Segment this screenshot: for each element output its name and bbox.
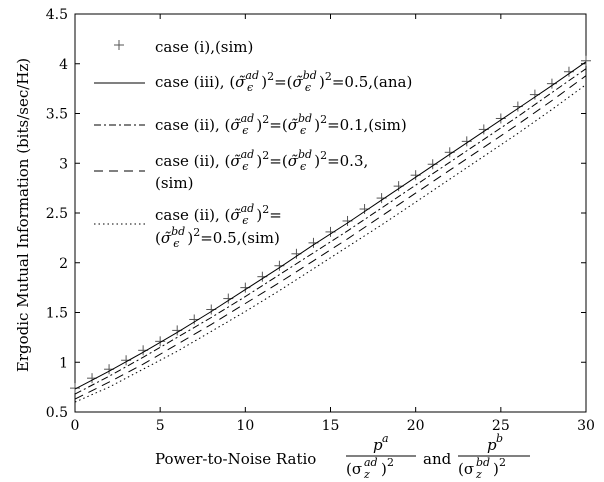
x-tick-label: 10 — [236, 418, 254, 434]
legend-text-case-i: case (i),(sim) — [155, 38, 253, 56]
legend-text-case-ii-0.3-line2: (sim) — [155, 174, 193, 192]
x-axis-label-text: Power-to-Noise Ratio — [155, 450, 316, 468]
frac1-den-close: ) — [381, 460, 387, 478]
y-tick-label: 4.5 — [46, 7, 68, 23]
legend-entry-case-ii-0.1: case (ii), (σ̃ad ϵ)2=(σ̃bd ϵ)2=0.1,(sim) — [94, 112, 407, 137]
legend-entry-case-i-sim: case (i),(sim) — [114, 38, 253, 56]
legend-entry-case-iii-ana: case (iii), (σ̃ad ϵ)2=(σ̃bd ϵ)2=0.5,(ana) — [94, 69, 412, 94]
series-line-dotted — [74, 84, 587, 403]
frac2-num: p — [487, 436, 497, 454]
legend-text-case-ii-0.1: case (ii), (σ̃ad ϵ)2=(σ̃bd ϵ)2=0.1,(sim) — [155, 112, 407, 137]
x-tick-label: 30 — [577, 418, 595, 434]
x-axis-label-and: and — [423, 450, 452, 468]
y-tick-label: 0.5 — [46, 405, 68, 421]
series-0-plus — [70, 55, 591, 394]
x-tick-label: 20 — [407, 418, 425, 434]
data-point-plus — [461, 136, 472, 147]
data-point-plus — [427, 159, 438, 170]
legend-entry-case-ii-0.3: case (ii), (σ̃ad ϵ)2=(σ̃bd ϵ)2=0.3, (sim) — [94, 148, 368, 192]
frac1-den-pow: 2 — [387, 456, 394, 469]
frac1-den-sub: z — [363, 468, 370, 481]
series-layer — [70, 55, 591, 403]
frac2-den-close: ) — [493, 460, 499, 478]
series-4-dotted — [74, 84, 587, 403]
frac1-num-sup: a — [382, 432, 389, 445]
y-tick-label: 2 — [59, 256, 68, 272]
y-tick-label: 1 — [59, 355, 68, 371]
x-tick-label: 15 — [322, 418, 340, 434]
y-tick-label: 4 — [59, 57, 68, 73]
axis-ticks: 0 5 10 15 20 25 30 0.5 1 1.5 2 2.5 3 3.5 4 4.5 — [46, 7, 595, 434]
frac1-den-sup: ad — [364, 456, 378, 469]
series-1-solid — [74, 61, 587, 390]
data-point-plus — [70, 383, 80, 394]
legend-entry-case-ii-0.5: case (ii), (σ̃ad ϵ)2= (σ̃bd ϵ)2=0.5,(sim) — [94, 202, 282, 250]
y-tick-label: 3 — [59, 156, 68, 172]
y-tick-label: 3.5 — [46, 107, 68, 123]
legend: case (i),(sim) case (iii), (σ̃ad ϵ)2=(σ̃b… — [94, 38, 412, 250]
x-tick-label: 5 — [156, 418, 165, 434]
frac2-den-sup: bd — [476, 456, 490, 469]
frac1-num: p — [373, 436, 383, 454]
legend-text-case-ii-0.5: case (ii), (σ̃ad ϵ)2= — [155, 202, 282, 227]
legend-marker-plus — [114, 40, 124, 50]
y-tick-label: 2.5 — [46, 206, 68, 222]
x-tick-label: 0 — [71, 418, 80, 434]
series-3-dashed — [74, 75, 587, 400]
x-tick-label: 25 — [492, 418, 510, 434]
x-axis-fraction-bd: p b (σ z bd ) 2 — [458, 432, 530, 481]
x-axis-fraction-ad: p a (σ z ad ) 2 — [346, 432, 416, 481]
legend-text-case-ii-0.5-line2: (σ̃bd ϵ)2=0.5,(sim) — [155, 225, 280, 250]
frac2-den-pow: 2 — [499, 456, 506, 469]
data-point-plus — [155, 336, 166, 347]
x-axis-label: Power-to-Noise Ratio p a (σ z ad ) 2 and… — [155, 432, 530, 481]
frac2-num-sup: b — [496, 432, 503, 445]
data-point-plus — [495, 113, 506, 124]
legend-text-case-ii-0.3: case (ii), (σ̃ad ϵ)2=(σ̃bd ϵ)2=0.3, — [155, 148, 368, 173]
frac2-den: (σ — [458, 460, 474, 478]
frac2-den-sub: z — [475, 468, 482, 481]
y-tick-label: 1.5 — [46, 306, 68, 322]
series-line-dashed — [74, 75, 587, 400]
data-point-plus — [581, 55, 591, 66]
legend-text-case-iii: case (iii), (σ̃ad ϵ)2=(σ̃bd ϵ)2=0.5,(ana) — [155, 69, 412, 94]
y-axis-label: Ergodic Mutual Information (bits/sec/Hz) — [14, 58, 32, 372]
frac1-den: (σ — [346, 460, 362, 478]
series-line-solid — [74, 61, 587, 390]
